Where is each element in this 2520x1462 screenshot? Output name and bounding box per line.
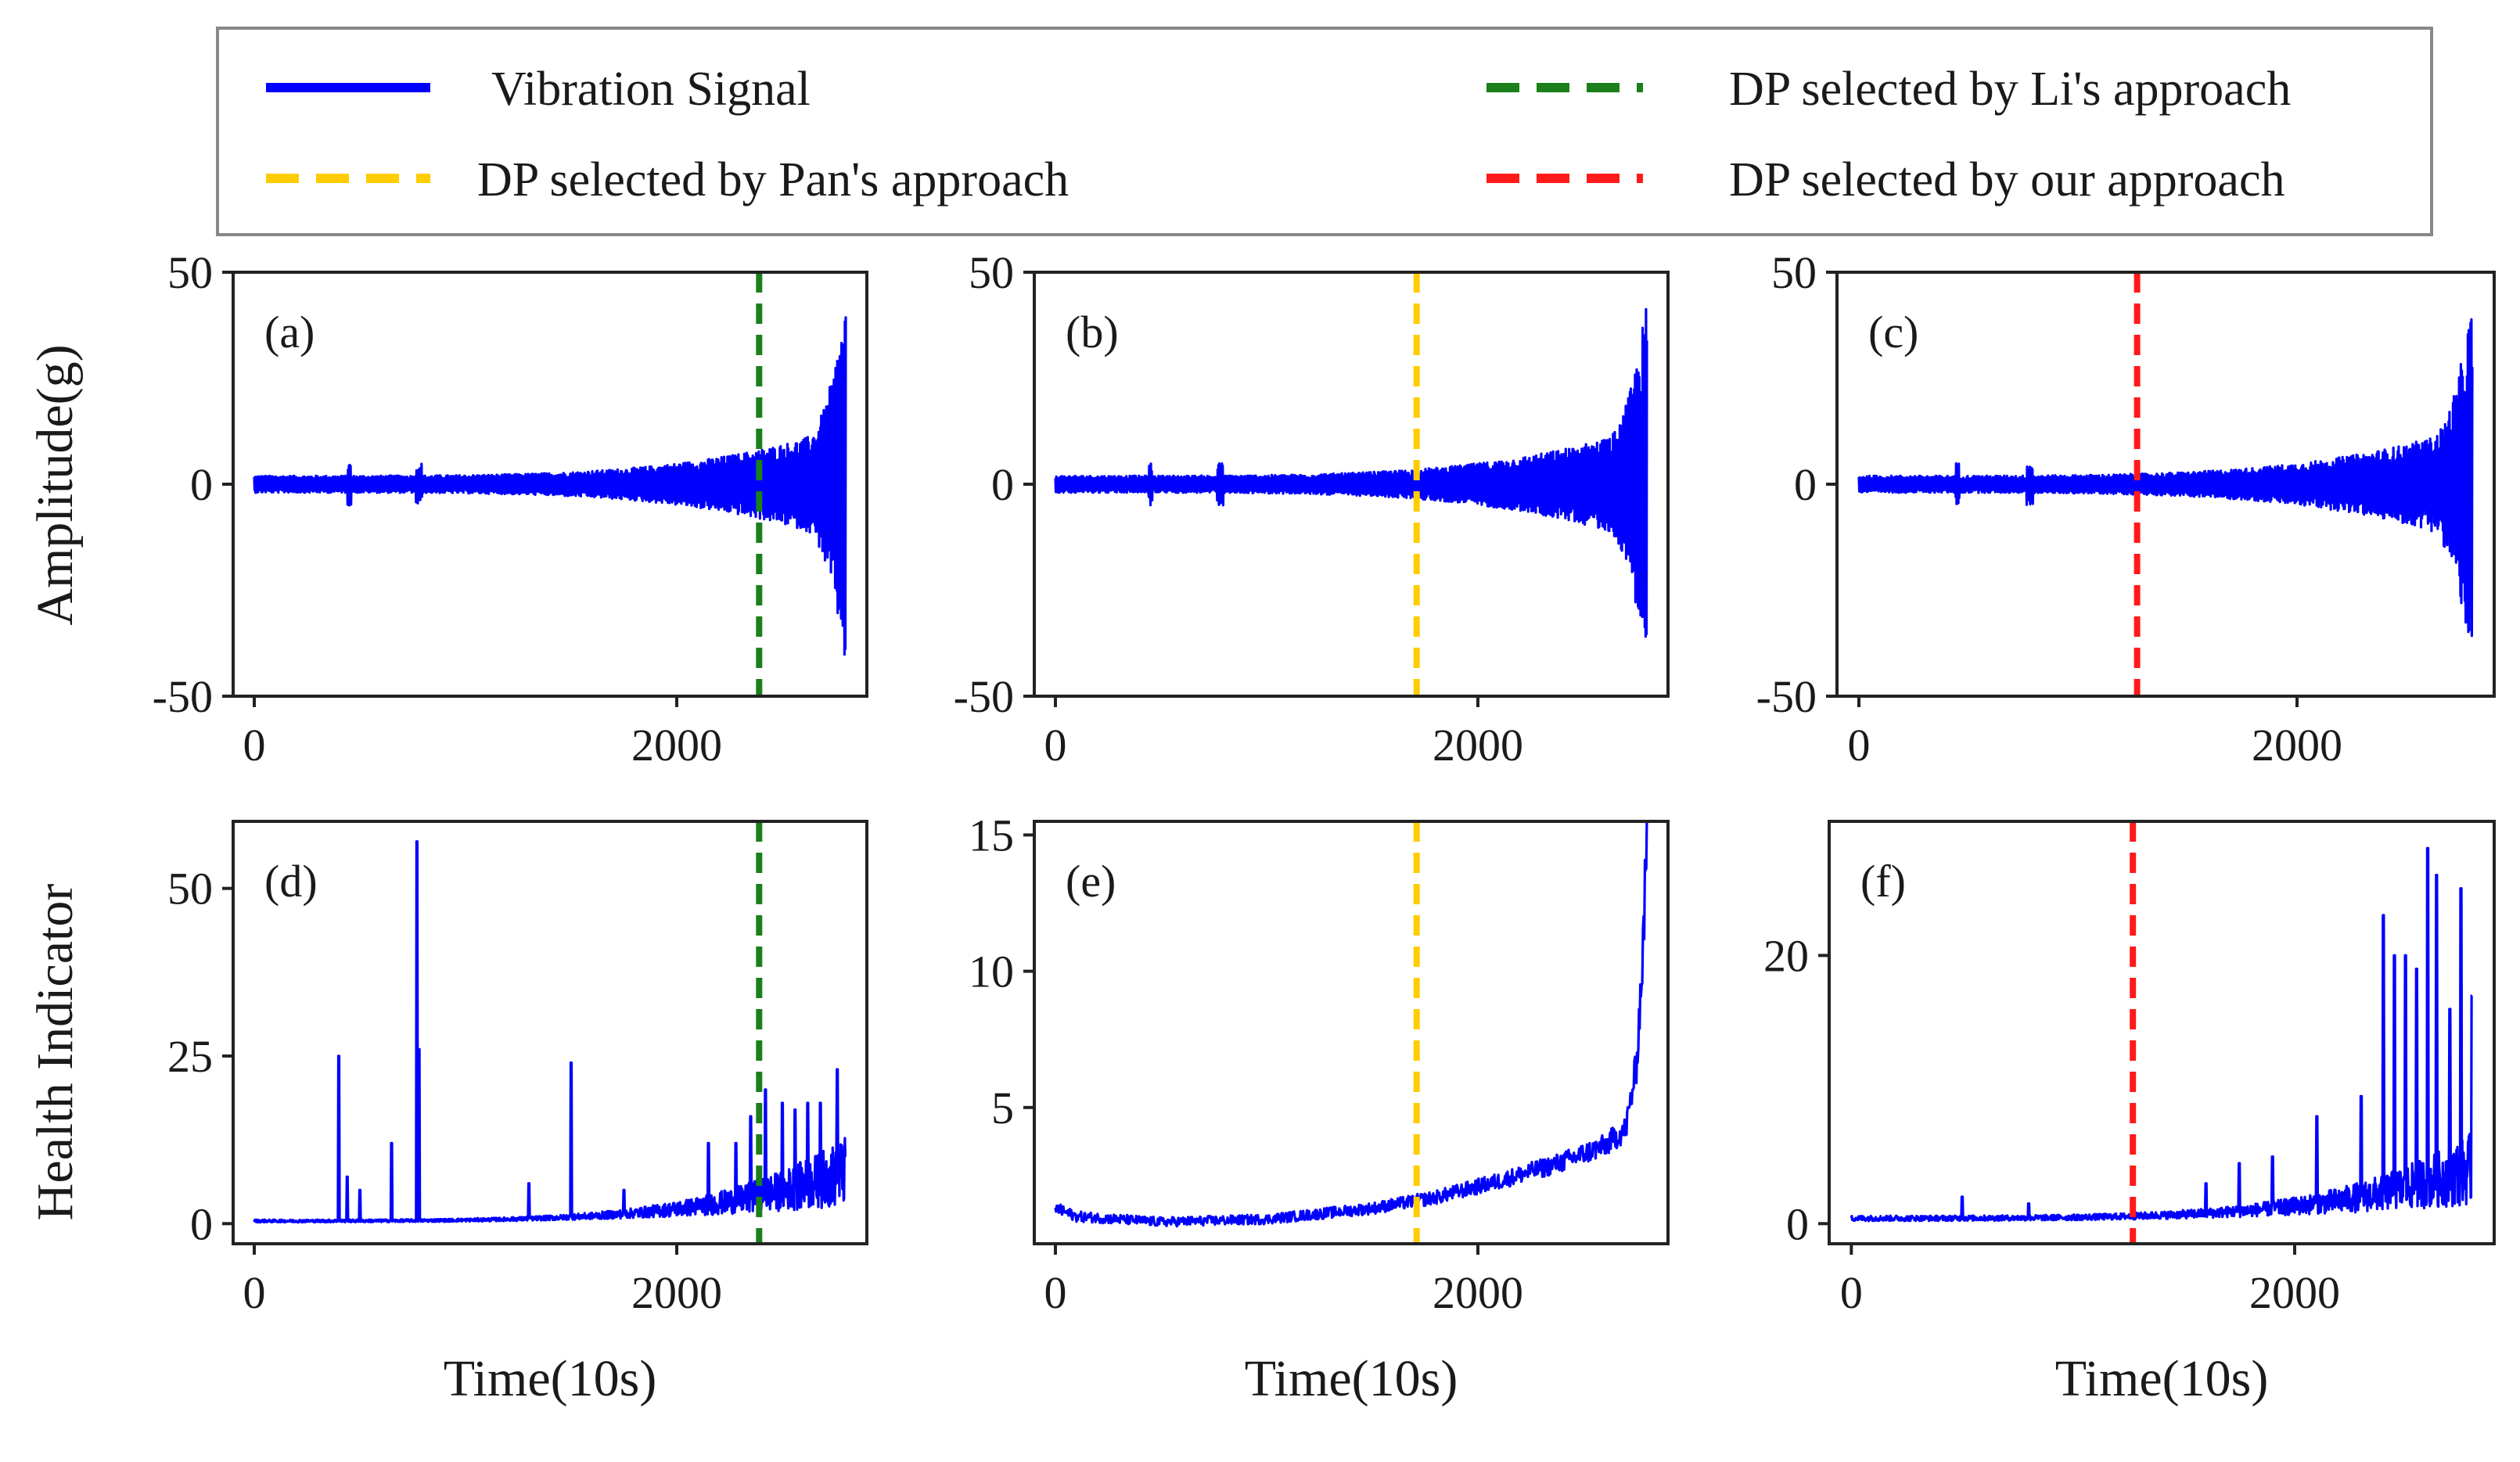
panel-a: -50 0 50 0 2000 (a) bbox=[153, 247, 868, 771]
y-tick-label: -50 bbox=[153, 671, 213, 722]
y-tick-label: 50 bbox=[167, 864, 213, 914]
panel-d: 0 25 50 0 2000 (d) Time(10s) bbox=[167, 820, 868, 1407]
panel-e: 5 10 15 0 2000 (e) Time(10s) bbox=[969, 810, 1670, 1407]
plot-frame bbox=[1033, 820, 1670, 1245]
x-axis-title: Time(10s) bbox=[444, 1350, 657, 1407]
x-axis-title: Time(10s) bbox=[2055, 1350, 2269, 1407]
y-tick-label: 0 bbox=[1794, 459, 1817, 510]
y-tick-label: 10 bbox=[969, 947, 1014, 997]
x-tick-label: 2000 bbox=[631, 720, 722, 771]
x-tick-label: 2000 bbox=[1433, 1267, 1523, 1318]
y-tick-label: 0 bbox=[190, 1198, 213, 1249]
legend-label-vibration: Vibration Signal bbox=[491, 63, 811, 116]
legend: Vibration Signal DP selected by Li's app… bbox=[216, 27, 2433, 236]
series-vibration-line bbox=[253, 316, 847, 656]
series-health-line bbox=[1054, 821, 1648, 1228]
y-tick-label: 5 bbox=[991, 1083, 1014, 1133]
plot-frame bbox=[232, 820, 868, 1245]
panel-c: -50 0 50 0 2000 (c) bbox=[1756, 247, 2496, 771]
health-indicator-axis-title: Health Indicator bbox=[27, 884, 84, 1221]
legend-label-pan: DP selected by Pan's approach bbox=[477, 153, 1069, 207]
x-tick-label: 0 bbox=[1044, 720, 1067, 771]
x-tick-label: 0 bbox=[243, 720, 266, 771]
panel-b: -50 0 50 0 2000 (b) bbox=[954, 247, 1670, 771]
panel-label: (c) bbox=[1868, 307, 1918, 357]
panel-label: (f) bbox=[1860, 856, 1906, 907]
x-tick-label: 0 bbox=[243, 1267, 266, 1318]
y-tick-label: 25 bbox=[167, 1031, 213, 1082]
x-tick-label: 0 bbox=[1840, 1267, 1863, 1318]
series-vibration-line bbox=[1857, 318, 2474, 638]
x-tick-label: 2000 bbox=[2252, 720, 2342, 771]
panel-f: 0 20 0 2000 (f) Time(10s) bbox=[1763, 820, 2496, 1407]
y-tick-label: 0 bbox=[190, 459, 213, 510]
series-health-line bbox=[1850, 846, 2473, 1223]
plot-frame bbox=[1828, 820, 2496, 1245]
y-tick-label: 50 bbox=[969, 247, 1014, 298]
y-tick-label: 20 bbox=[1763, 930, 1809, 981]
amplitude-axis-title: Amplitude(g) bbox=[27, 344, 84, 625]
y-tick-label: 0 bbox=[1786, 1198, 1809, 1249]
x-tick-label: 0 bbox=[1044, 1267, 1067, 1318]
series-vibration-line bbox=[1054, 307, 1648, 638]
legend-label-ours: DP selected by our approach bbox=[1729, 153, 2285, 207]
legend-label-li: DP selected by Li's approach bbox=[1729, 63, 2291, 116]
y-tick-label: -50 bbox=[1756, 671, 1817, 722]
y-tick-label: 50 bbox=[167, 247, 213, 298]
x-tick-label: 0 bbox=[1848, 720, 1871, 771]
y-tick-label: -50 bbox=[954, 671, 1014, 722]
x-tick-label: 2000 bbox=[631, 1267, 722, 1318]
series-health-line bbox=[253, 840, 847, 1224]
x-tick-label: 2000 bbox=[1433, 720, 1523, 771]
x-tick-label: 2000 bbox=[2249, 1267, 2340, 1318]
y-tick-label: 15 bbox=[969, 810, 1014, 860]
panel-label: (d) bbox=[264, 856, 318, 907]
panel-label: (e) bbox=[1066, 856, 1116, 907]
panel-label: (b) bbox=[1066, 307, 1119, 357]
panel-label: (a) bbox=[264, 307, 315, 357]
legend-frame bbox=[216, 27, 2433, 236]
x-axis-title: Time(10s) bbox=[1245, 1350, 1458, 1407]
y-tick-label: 0 bbox=[991, 459, 1014, 510]
y-tick-label: 50 bbox=[1771, 247, 1817, 298]
